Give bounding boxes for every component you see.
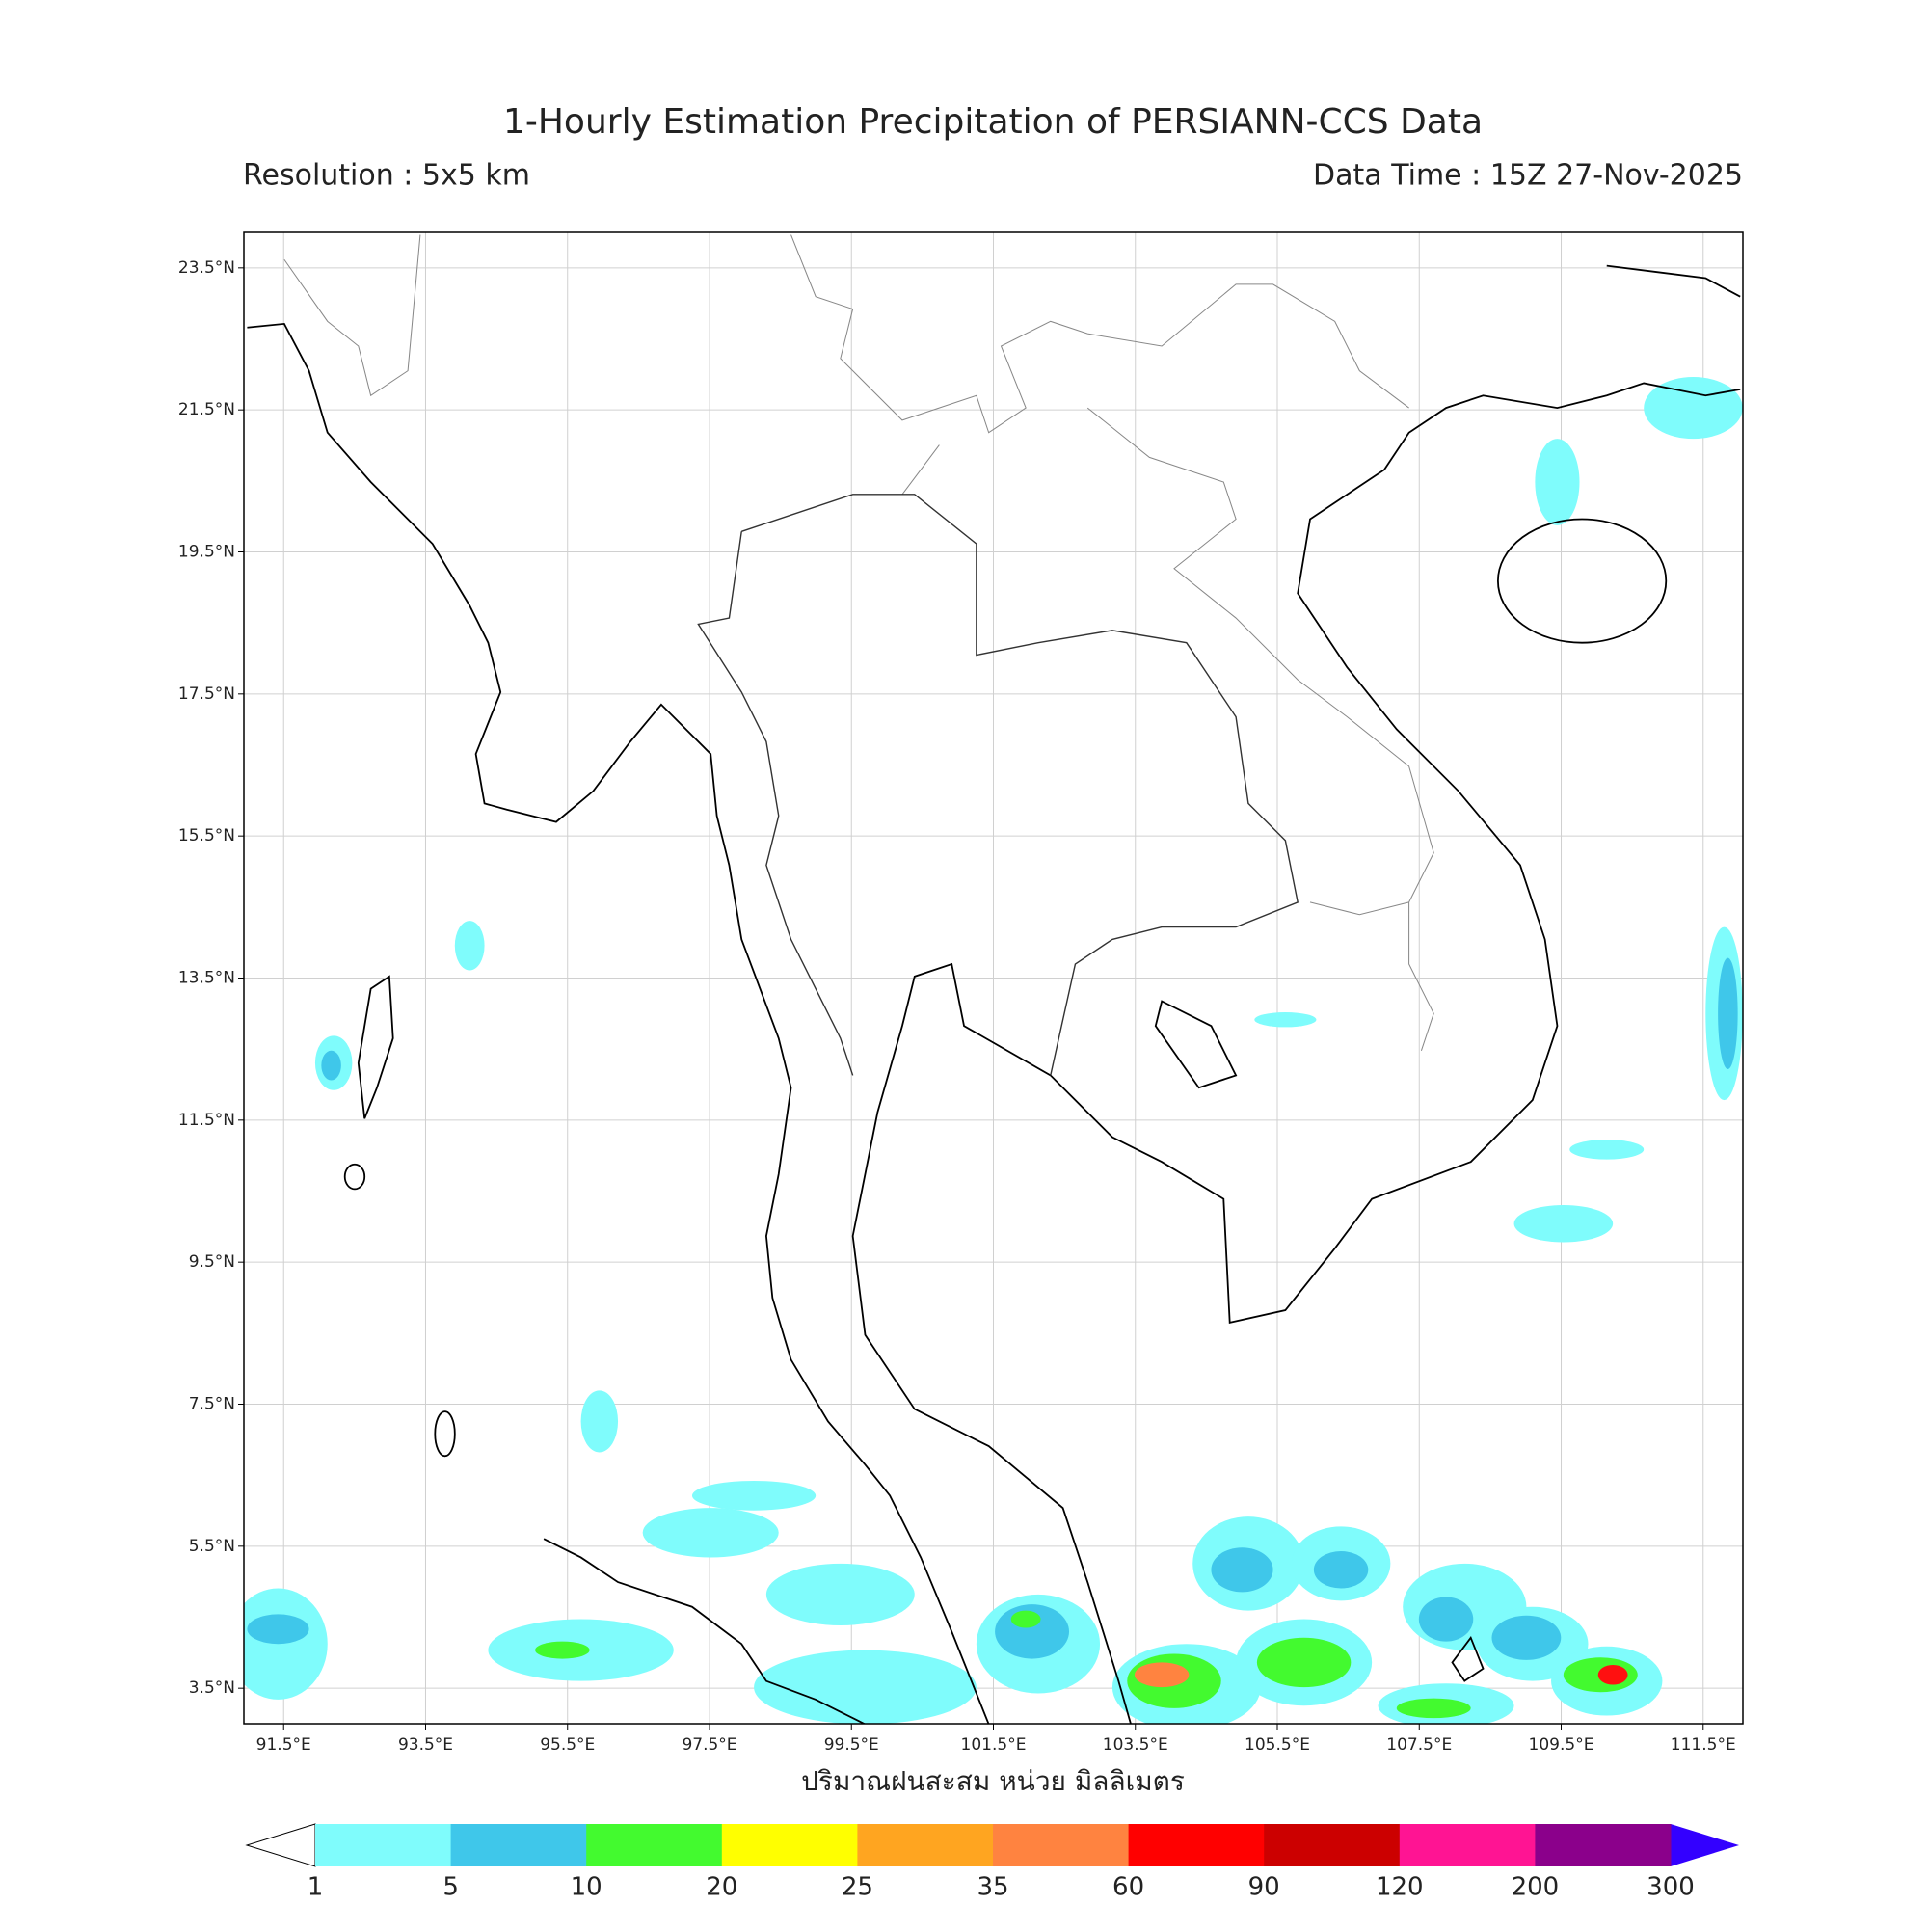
colorbar-label: 20 [706, 1873, 737, 1902]
y-tick-label: 7.5°N [189, 1395, 235, 1414]
x-tick-label: 109.5°E [1529, 1735, 1594, 1755]
coastline [247, 322, 990, 1724]
colorbar-segment [721, 1824, 858, 1866]
y-tick-label: 3.5°N [189, 1678, 235, 1698]
coastline [1451, 1635, 1485, 1682]
y-tick-label: 19.5°N [178, 543, 235, 562]
colorbar-segment [993, 1824, 1130, 1866]
colorbar-segment [586, 1824, 723, 1866]
island [434, 1410, 456, 1458]
colorbar-over [1671, 1824, 1739, 1866]
x-tick-label: 99.5°E [824, 1735, 879, 1755]
colorbar-label: 1 [308, 1873, 324, 1902]
colorbar-label: 200 [1512, 1873, 1560, 1902]
x-tick-label: 103.5°E [1103, 1735, 1168, 1755]
x-tick-label: 111.5°E [1671, 1735, 1736, 1755]
x-axis-label: ปริมาณฝนสะสม หน่วย มิลลิเมตร [801, 1765, 1185, 1797]
colorbar-segment [1399, 1824, 1536, 1866]
title: 1-Hourly Estimation Precipitation of PER… [503, 102, 1483, 142]
axes: 91.5°E 93.5°E 95.5°E 97.5°E 99.5°E 101.5°E 103… [178, 258, 1736, 1755]
colorbar: 1 5 10 20 25 35 60 90 120 200 300 [245, 1823, 1739, 1902]
y-tick-label: 21.5°N [178, 400, 235, 419]
colorbar-label: 120 [1376, 1873, 1424, 1902]
colorbar-segment [1128, 1824, 1265, 1866]
island [343, 1163, 366, 1191]
y-tick-label: 17.5°N [178, 684, 235, 704]
coastline [1606, 264, 1741, 298]
y-tick-label: 15.5°N [178, 826, 235, 845]
colorbar-label: 5 [442, 1873, 459, 1902]
grid [244, 232, 1743, 1724]
data-time: Data Time : 15Z 27-Nov-2025 [1313, 159, 1743, 193]
y-tick-label: 13.5°N [178, 969, 235, 988]
coastline [543, 1538, 866, 1724]
rain-areas [244, 377, 1743, 1724]
colorbar-label: 35 [977, 1873, 1008, 1902]
colorbar-segment [1264, 1824, 1401, 1866]
island [1497, 518, 1668, 644]
y-tick-label: 23.5°N [178, 258, 235, 278]
colorbar-segment [857, 1824, 994, 1866]
y-tick-label: 9.5°N [189, 1252, 235, 1272]
thailand-outline [697, 494, 1299, 1076]
colorbar-label: 10 [571, 1873, 602, 1902]
colorbar-label: 300 [1647, 1873, 1695, 1902]
colorbar-label: 60 [1112, 1873, 1144, 1902]
x-tick-label: 107.5°E [1386, 1735, 1452, 1755]
colorbar-segment [1535, 1824, 1672, 1866]
y-tick-label: 11.5°N [178, 1111, 235, 1130]
resolution: Resolution : 5x5 km [243, 159, 530, 193]
island [357, 975, 394, 1119]
colorbar-label: 25 [842, 1873, 873, 1902]
x-tick-label: 91.5°E [256, 1735, 311, 1755]
x-tick-label: 93.5°E [398, 1735, 453, 1755]
coastline [851, 382, 1741, 1724]
colorbar-segment [315, 1824, 452, 1866]
island [1154, 1000, 1238, 1089]
y-tick-label: 5.5°N [189, 1537, 235, 1556]
x-tick-label: 95.5°E [540, 1735, 595, 1755]
colorbar-label: 90 [1248, 1873, 1280, 1902]
x-tick-label: 101.5°E [961, 1735, 1027, 1755]
country-border [283, 234, 1434, 1051]
colorbar-under [245, 1823, 316, 1867]
colorbar-segment [450, 1824, 587, 1866]
x-tick-label: 97.5°E [682, 1735, 736, 1755]
x-tick-label: 105.5°E [1245, 1735, 1310, 1755]
basemap [244, 234, 1743, 1724]
